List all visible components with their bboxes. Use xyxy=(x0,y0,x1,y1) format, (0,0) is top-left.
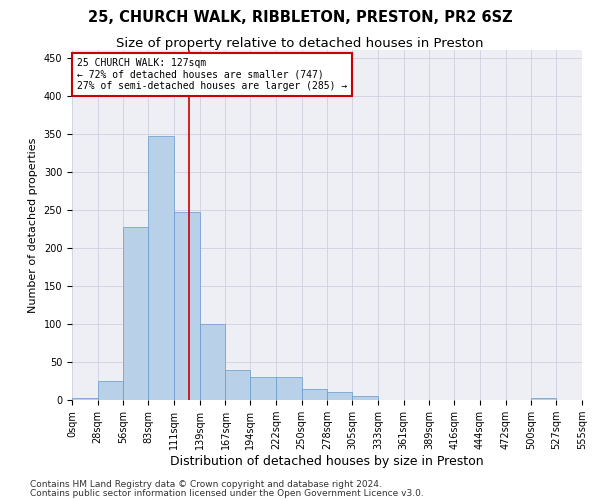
Text: 25, CHURCH WALK, RIBBLETON, PRESTON, PR2 6SZ: 25, CHURCH WALK, RIBBLETON, PRESTON, PR2… xyxy=(88,10,512,25)
Text: Contains public sector information licensed under the Open Government Licence v3: Contains public sector information licen… xyxy=(30,488,424,498)
X-axis label: Distribution of detached houses by size in Preston: Distribution of detached houses by size … xyxy=(170,455,484,468)
Bar xyxy=(174,212,200,400)
Bar xyxy=(250,377,276,400)
Bar xyxy=(352,396,378,400)
Text: Contains HM Land Registry data © Crown copyright and database right 2024.: Contains HM Land Registry data © Crown c… xyxy=(30,480,382,489)
Bar xyxy=(72,398,98,400)
Bar xyxy=(98,381,124,400)
Bar xyxy=(226,370,250,400)
Text: 25 CHURCH WALK: 127sqm
← 72% of detached houses are smaller (747)
27% of semi-de: 25 CHURCH WALK: 127sqm ← 72% of detached… xyxy=(77,58,347,91)
Bar xyxy=(148,136,174,400)
Bar xyxy=(302,390,328,400)
Y-axis label: Number of detached properties: Number of detached properties xyxy=(28,138,38,312)
Bar xyxy=(328,392,352,400)
Bar xyxy=(124,226,148,400)
Bar xyxy=(200,324,226,400)
Text: Size of property relative to detached houses in Preston: Size of property relative to detached ho… xyxy=(116,38,484,51)
Bar xyxy=(532,398,556,400)
Bar xyxy=(276,377,302,400)
